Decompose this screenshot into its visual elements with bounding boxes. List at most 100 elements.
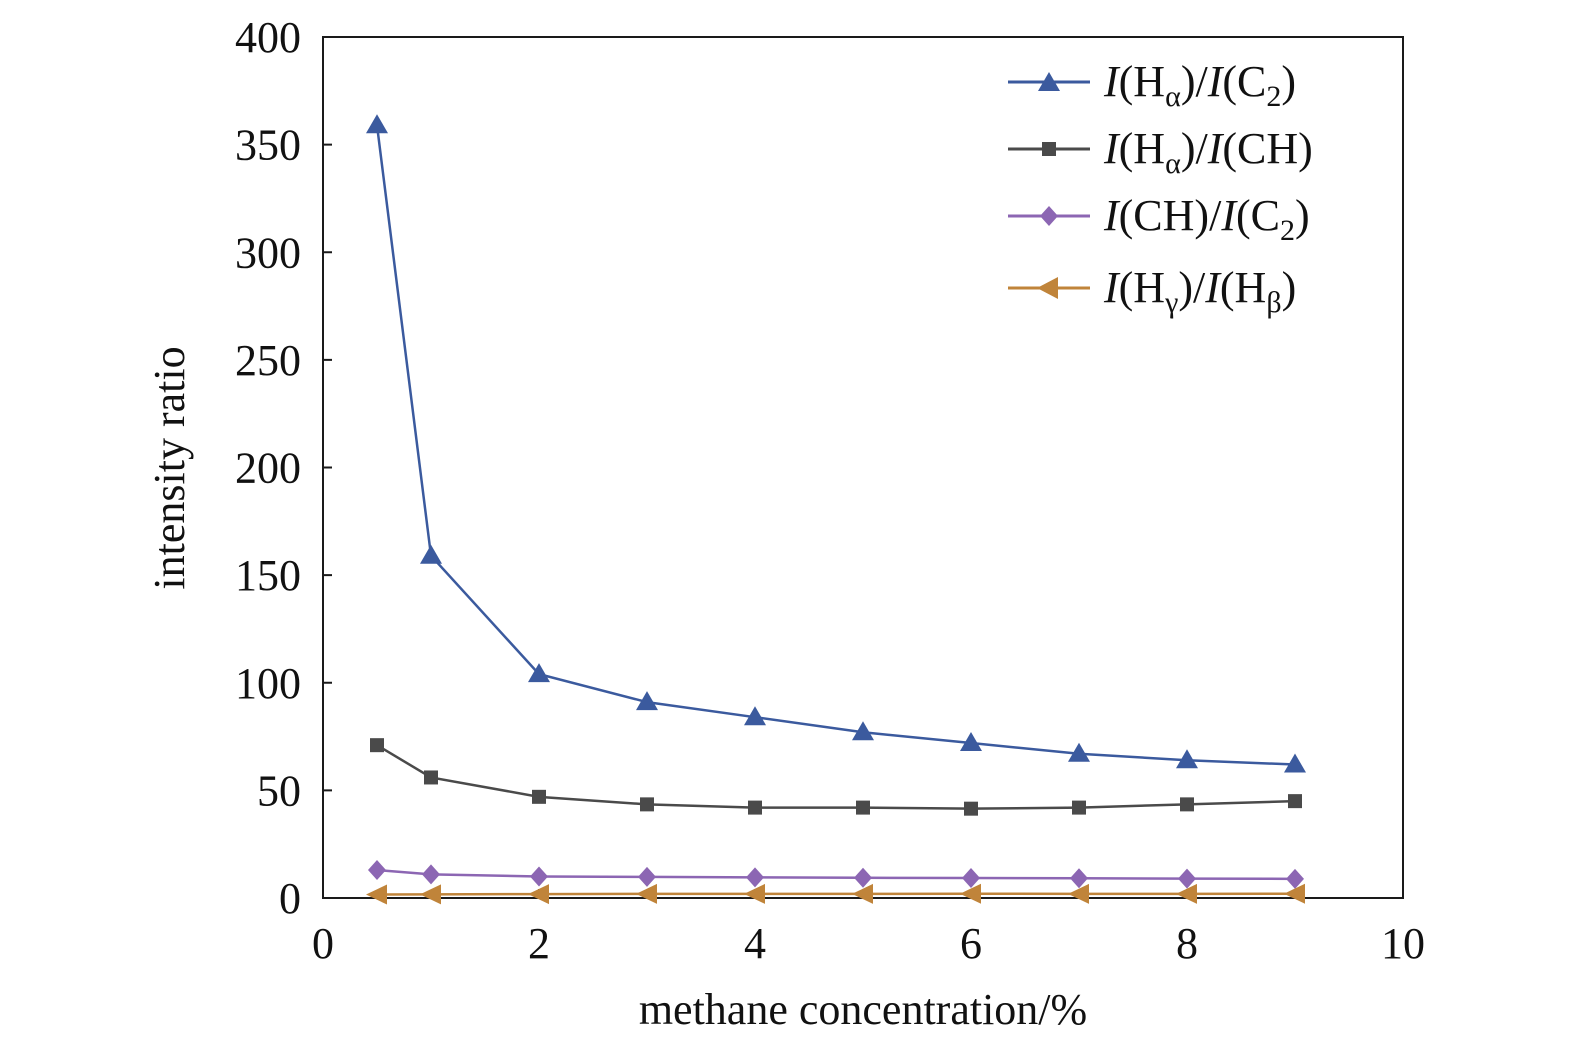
- data-point: [854, 867, 872, 888]
- y-tick-label: 350: [235, 121, 301, 170]
- legend-label-part: I: [1220, 191, 1238, 240]
- data-point: [960, 883, 981, 904]
- legend-label-part: ): [1282, 263, 1297, 312]
- legend-label-part: (CH)/: [1119, 191, 1222, 240]
- y-axis: 0 50 100 150 200 250 300 350 400: [235, 13, 332, 923]
- series-line: [376, 868, 1296, 881]
- legend: I(Hα)/I(C2) I(Hα)/I(CH) I(CH)/I(C2) I(Hγ…: [1008, 57, 1313, 319]
- legend-item: I(CH)/I(C2): [1008, 191, 1310, 247]
- legend-label-part: (C: [1222, 57, 1266, 106]
- legend-label-part: (H: [1119, 57, 1165, 106]
- data-point: [960, 732, 982, 752]
- data-point: [744, 706, 766, 726]
- series-layer: [366, 114, 1306, 905]
- legend-label-part: I: [1103, 263, 1121, 312]
- data-point: [366, 114, 388, 134]
- legend-label-sub: 2: [1280, 214, 1295, 247]
- data-point: [744, 883, 765, 904]
- data-point: [1176, 749, 1198, 769]
- data-point: [530, 866, 548, 887]
- legend-label-part: I: [1207, 124, 1225, 173]
- y-tick-label: 400: [235, 13, 301, 62]
- y-tick-label: 300: [235, 228, 301, 277]
- data-point: [962, 867, 980, 888]
- legend-label-part: I: [1103, 124, 1121, 173]
- data-point: [1284, 753, 1306, 773]
- data-point: [746, 867, 764, 888]
- legend-label-part: (CH): [1222, 124, 1312, 173]
- y-tick-label: 150: [235, 551, 301, 600]
- x-tick-label: 0: [312, 919, 334, 968]
- legend-label-part: )/: [1178, 263, 1206, 312]
- x-axis: 0 2 4 6 8 10: [312, 889, 1425, 968]
- legend-label-sub: α: [1165, 147, 1181, 180]
- legend-item: I(Hα)/I(CH): [1008, 124, 1313, 180]
- legend-label-part: I: [1103, 57, 1121, 106]
- legend-marker: [1037, 277, 1058, 299]
- data-point: [856, 800, 870, 815]
- y-tick-label: 250: [235, 336, 301, 385]
- legend-label-part: )/: [1181, 124, 1209, 173]
- legend-label-sub: α: [1165, 80, 1181, 113]
- data-point: [636, 691, 658, 711]
- data-point: [1070, 868, 1088, 889]
- data-point: [422, 864, 440, 885]
- legend-label: I(Hα)/I(CH): [1103, 124, 1313, 180]
- legend-label-part: I: [1103, 191, 1121, 240]
- y-axis-title: intensity ratio: [145, 346, 194, 589]
- data-point: [368, 860, 386, 881]
- data-point: [420, 884, 441, 905]
- x-tick-label: 8: [1176, 919, 1198, 968]
- y-tick-label: 100: [235, 659, 301, 708]
- data-point: [528, 884, 549, 905]
- legend-marker: [1040, 206, 1058, 226]
- series-line: [375, 125, 1296, 766]
- data-point: [528, 663, 550, 683]
- y-tick-label: 50: [257, 766, 301, 815]
- data-point: [1180, 797, 1194, 812]
- series-line: [376, 744, 1296, 810]
- x-tick-label: 10: [1381, 919, 1425, 968]
- plot-area: [322, 36, 1404, 899]
- data-point: [964, 801, 978, 816]
- data-point: [852, 883, 873, 904]
- legend-label-part: I: [1204, 263, 1222, 312]
- data-point: [370, 738, 384, 753]
- legend-label: I(Hγ)/I(Hβ): [1103, 263, 1296, 319]
- legend-label-part: (H: [1119, 124, 1165, 173]
- y-tick-label: 200: [235, 444, 301, 493]
- x-tick-label: 6: [960, 919, 982, 968]
- legend-label: I(Hα)/I(C2): [1103, 57, 1296, 113]
- data-point: [852, 721, 874, 741]
- data-point: [1068, 883, 1089, 904]
- data-point: [1178, 868, 1196, 889]
- legend-label-sub: β: [1266, 286, 1281, 319]
- data-point: [1176, 883, 1197, 904]
- data-point: [1072, 800, 1086, 815]
- data-point: [1288, 794, 1302, 809]
- data-point: [638, 866, 656, 887]
- legend-marker: [1038, 72, 1060, 91]
- legend-label-part: )/: [1181, 57, 1209, 106]
- data-point: [636, 883, 657, 904]
- legend-label-part: ): [1281, 57, 1296, 106]
- data-point: [640, 797, 654, 812]
- legend-marker: [1042, 142, 1056, 156]
- legend-label-part: I: [1207, 57, 1225, 106]
- legend-label-part: (H: [1220, 263, 1266, 312]
- legend-item: I(Hα)/I(C2): [1008, 57, 1296, 113]
- data-point: [1284, 883, 1305, 904]
- data-point: [420, 544, 442, 564]
- legend-label-part: (C: [1236, 191, 1280, 240]
- series-line: [376, 892, 1296, 896]
- legend-label-part: (H: [1119, 263, 1165, 312]
- legend-label-sub: γ: [1164, 286, 1178, 319]
- legend-item: I(Hγ)/I(Hβ): [1008, 263, 1296, 319]
- legend-label: I(CH)/I(C2): [1103, 191, 1310, 247]
- data-point: [1068, 742, 1090, 762]
- x-tick-label: 4: [744, 919, 766, 968]
- legend-label-sub: 2: [1266, 80, 1281, 113]
- data-point: [366, 884, 387, 905]
- data-point: [424, 770, 438, 785]
